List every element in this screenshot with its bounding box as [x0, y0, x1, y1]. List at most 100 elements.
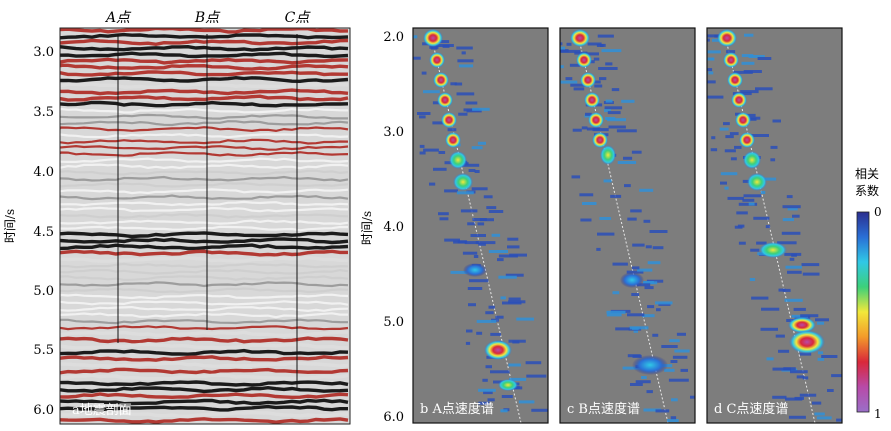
energy-cell: [778, 349, 790, 353]
energy-cell: [647, 261, 661, 265]
seismic-tick-5-5: 5.5: [33, 343, 54, 358]
energy-cell: [751, 296, 769, 300]
energy-cell: [727, 196, 744, 200]
seismic-reflector: [60, 237, 349, 245]
energy-cell: [470, 234, 486, 237]
energy-cell: [456, 92, 475, 96]
energy-cell: [667, 419, 679, 422]
energy-cell: [708, 71, 714, 75]
seismic-reflector: [60, 385, 349, 394]
energy-cell: [458, 64, 474, 68]
energy-cell: [601, 49, 622, 53]
energy-cell: [423, 90, 440, 94]
energy-cell: [741, 61, 755, 65]
colorbar: 相关 系数 0 1: [855, 167, 882, 421]
energy-cell: [465, 341, 471, 345]
energy-peak: [484, 340, 512, 360]
energy-cell: [800, 314, 819, 318]
energy-cell: [468, 303, 476, 307]
spectrum-d-label: d C点速度谱: [714, 401, 788, 417]
energy-cell: [456, 191, 474, 195]
energy-cell: [724, 149, 736, 153]
seismic-tick-4-5: 4.5: [33, 225, 54, 240]
energy-cell: [509, 377, 527, 381]
energy-cell: [775, 334, 785, 338]
seismic-reflector: [60, 63, 349, 71]
energy-cell: [433, 167, 447, 171]
energy-cell: [627, 313, 645, 317]
energy-cell: [646, 279, 664, 283]
energy-cell: [475, 241, 496, 245]
energy-cell: [627, 217, 637, 221]
energy-cell: [749, 278, 756, 281]
energy-cell: [643, 219, 651, 223]
energy-cell: [707, 38, 710, 42]
energy-peak: [423, 29, 443, 47]
energy-cell: [630, 383, 643, 386]
seismic-reflector: [60, 318, 349, 325]
seismic-reflector: [60, 32, 349, 40]
energy-cell: [741, 54, 754, 58]
seismic-reflector: [60, 82, 349, 90]
energy-cell: [734, 225, 743, 229]
energy-cell: [796, 375, 804, 379]
energy-cell: [821, 355, 838, 358]
seismic-reflector: [60, 169, 349, 176]
energy-cell: [467, 287, 483, 290]
seismic-reflector: [60, 410, 349, 418]
energy-cell: [629, 326, 649, 330]
energy-cell: [785, 265, 802, 269]
energy-cell: [615, 327, 630, 331]
energy-cell: [787, 270, 802, 274]
energy-cell: [644, 286, 654, 290]
energy-peak: [600, 145, 616, 165]
energy-cell: [646, 390, 653, 394]
energy-peak: [727, 72, 743, 88]
energy-cell: [710, 148, 718, 152]
energy-cell: [707, 80, 716, 84]
seismic-reflector: [60, 312, 348, 319]
colorbar-title-line2: 系数: [855, 183, 879, 198]
seismic-reflector: [60, 275, 349, 282]
seismic-reflector: [60, 336, 349, 344]
energy-cell: [467, 222, 475, 226]
energy-peak: [632, 355, 668, 375]
energy-cell: [626, 270, 644, 274]
seismic-reflector: [60, 330, 348, 338]
seismic-reflector: [60, 144, 349, 151]
energy-cell: [736, 211, 748, 215]
energy-cell: [565, 77, 573, 81]
energy-cell: [436, 40, 450, 44]
energy-peak: [584, 92, 600, 108]
energy-cell: [756, 241, 767, 245]
energy-cell: [607, 118, 626, 122]
energy-cell: [612, 291, 620, 295]
energy-cell: [438, 212, 449, 216]
seismic-reflectors: [60, 28, 349, 424]
energy-cell: [643, 408, 661, 412]
seismic-reflector: [60, 392, 349, 400]
energy-cell: [617, 161, 637, 164]
energy-peak: [570, 29, 590, 47]
energy-cell: [597, 232, 615, 236]
energy-cell: [643, 281, 654, 284]
seismic-reflector: [60, 88, 349, 96]
energy-cell: [811, 401, 822, 405]
energy-cell: [571, 175, 581, 179]
seismic-reflector: [60, 38, 349, 47]
energy-cell: [566, 42, 572, 46]
energy-peak: [743, 151, 761, 169]
energy-cell: [593, 57, 600, 61]
energy-cell: [750, 134, 769, 137]
energy-cell: [478, 388, 496, 392]
energy-cell: [569, 63, 580, 67]
energy-cell: [734, 145, 742, 149]
seismic-reflector: [60, 188, 349, 195]
energy-cell: [465, 101, 478, 105]
spectra-tick-3-0: 3.0: [383, 125, 404, 140]
energy-cell: [782, 218, 794, 222]
energy-peak: [441, 112, 457, 128]
energy-cell: [460, 209, 478, 213]
seismic-reflector: [60, 126, 349, 133]
energy-cell: [488, 210, 504, 213]
